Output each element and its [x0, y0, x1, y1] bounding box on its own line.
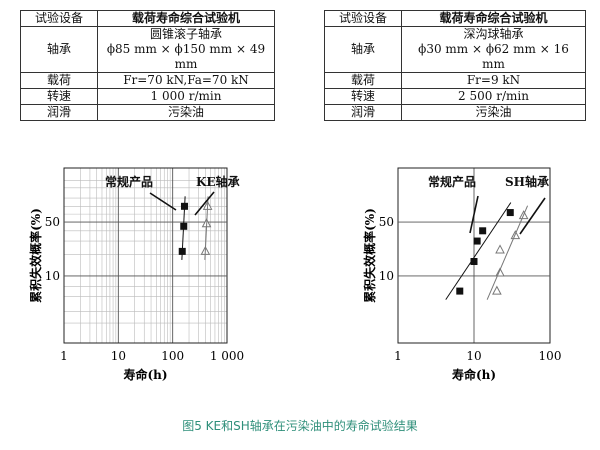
series-label: 常规产品 [428, 174, 476, 189]
data-point-square [479, 227, 487, 235]
table-cell: 润滑 [20, 104, 98, 121]
data-point-square [473, 237, 481, 245]
fit-line [204, 196, 209, 260]
plot-frame [397, 167, 551, 344]
series-leader-line [519, 197, 546, 235]
data-point-square [470, 258, 478, 266]
table-cell: 载荷寿命综合试验机 [401, 10, 586, 27]
right-spec-table: 试验设备 载荷寿命综合试验机 轴承 深沟球轴承 ϕ30 mm × ϕ62 mm … [324, 10, 586, 121]
data-point-square [506, 209, 514, 217]
right-chart: 50 10 1 10 100 寿命(h) 累积失效概率(%) 常规产品 SH轴承 [362, 167, 562, 382]
data-point-square [456, 287, 464, 295]
table-cell: 深沟球轴承 [401, 26, 586, 42]
y-tick-label: 50 [379, 215, 394, 229]
y-tick-label: 50 [45, 215, 60, 229]
table-cell: 圆锥滚子轴承 [97, 26, 275, 42]
x-axis-label: 寿命(h) [452, 367, 496, 382]
table-cell: 污染油 [97, 104, 275, 121]
x-tick-label: 100 [161, 349, 184, 363]
fit-line [181, 196, 186, 260]
table-cell: 试验设备 [324, 10, 402, 27]
series-label: SH轴承 [505, 174, 549, 189]
table-cell: 1 000 r/min [97, 88, 275, 105]
x-tick-label: 100 [539, 349, 562, 363]
left-chart: 50 10 1 10 100 1 000 寿命(h) 累积失效概率(%) 常规产品 KE轴承 [28, 167, 244, 382]
x-tick-label: 1 [60, 349, 68, 363]
plot-frame [63, 167, 228, 344]
x-tick-label: 1 [394, 349, 402, 363]
y-tick-label: 10 [45, 269, 60, 283]
fit-line [445, 202, 512, 300]
figure-caption: 图5 KE和SH轴承在污染油中的寿命试验结果 [182, 419, 418, 433]
y-axis-label: 累积失效概率(%) [28, 208, 43, 303]
left-spec-table: 试验设备 载荷寿命综合试验机 轴承 圆锥滚子轴承 ϕ85 mm × ϕ150 m… [20, 10, 275, 121]
series-label: 常规产品 [105, 174, 153, 189]
table-cell: 润滑 [324, 104, 402, 121]
y-tick-label: 10 [379, 269, 394, 283]
table-cell: 2 500 r/min [401, 88, 586, 105]
x-axis-label: 寿命(h) [123, 367, 167, 382]
series-leader-line [469, 195, 479, 234]
y-axis-label: 累积失效概率(%) [362, 208, 377, 303]
table-cell: 污染油 [401, 104, 586, 121]
table-cell: ϕ30 mm × ϕ62 mm × 16 mm [401, 42, 586, 73]
table-cell: 载荷寿命综合试验机 [97, 10, 275, 27]
x-tick-label: 10 [466, 349, 481, 363]
table-cell: 载荷 [20, 72, 98, 89]
fit-line [486, 205, 529, 300]
data-point-triangle [495, 244, 505, 254]
x-tick-label: 1 000 [210, 349, 244, 363]
x-tick-label: 10 [111, 349, 126, 363]
series-leader-line [149, 192, 177, 211]
series-label: KE轴承 [196, 174, 240, 189]
data-point-triangle [492, 285, 502, 295]
series-leader-line [194, 191, 215, 216]
